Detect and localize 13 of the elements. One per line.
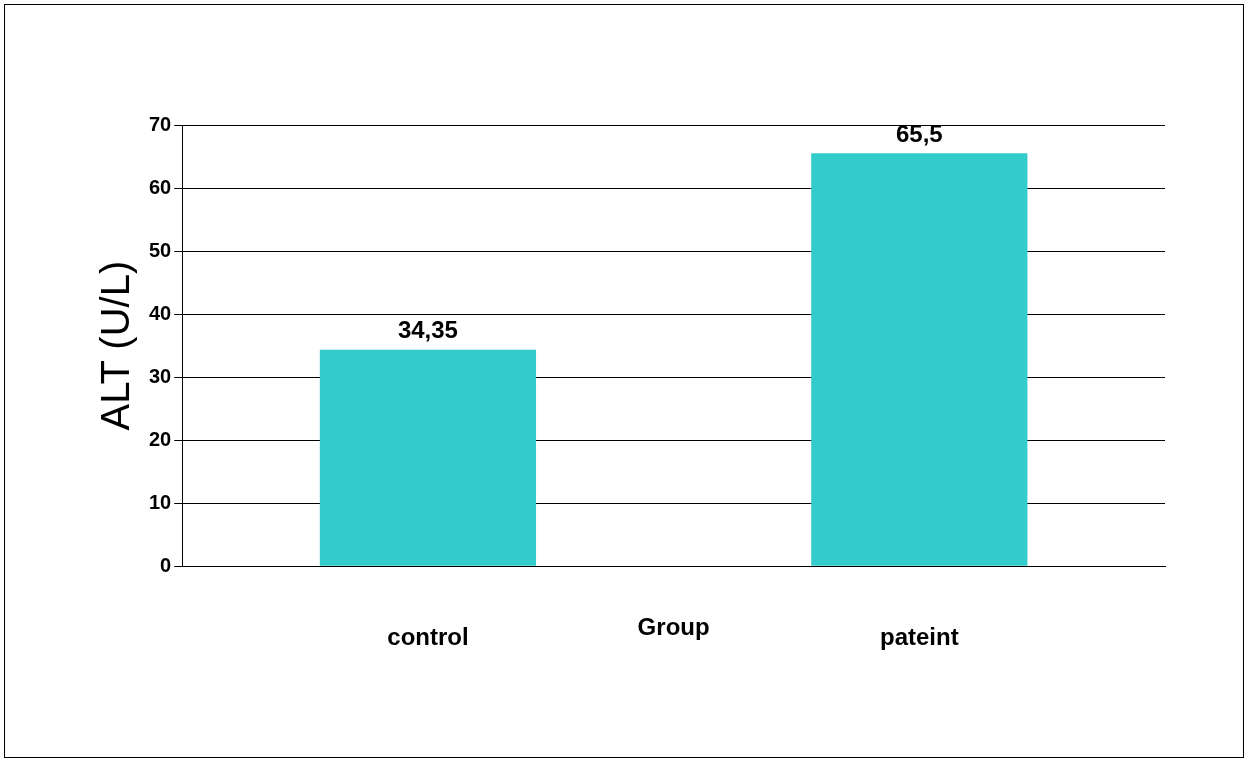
x-axis-title: Group — [637, 612, 710, 640]
y-tick-label: 10 — [149, 490, 172, 513]
x-tick-label: pateint — [879, 623, 959, 651]
y-axis-title: ALT (U/L) — [93, 260, 138, 431]
data-label: 34,35 — [397, 316, 458, 344]
y-tick-label: 50 — [149, 238, 172, 261]
y-tick-label: 70 — [149, 112, 172, 135]
y-tick-label: 60 — [149, 175, 172, 198]
x-tick-label: control — [387, 623, 469, 651]
y-tick-label: 0 — [160, 553, 172, 576]
y-tick-label: 40 — [149, 301, 172, 324]
y-tick-label: 30 — [149, 364, 172, 387]
y-tick-label: 20 — [149, 427, 172, 450]
